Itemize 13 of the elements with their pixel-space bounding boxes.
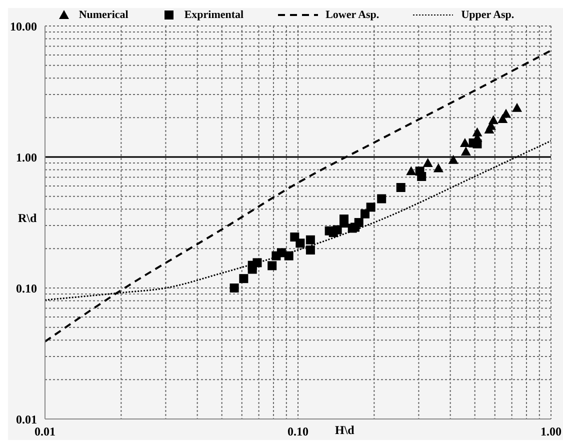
y-tick-label: 1.00 bbox=[16, 150, 37, 164]
x-axis-title: H\d bbox=[335, 423, 354, 438]
legend-label: Numerical bbox=[78, 8, 128, 22]
y-axis-title: R\d bbox=[18, 211, 37, 226]
legend-label: Lower Asp. bbox=[326, 8, 380, 22]
legend-label: Exprimental bbox=[184, 8, 244, 22]
legend-label: Upper Asp. bbox=[461, 8, 514, 22]
x-tick-label: 0.01 bbox=[34, 424, 56, 439]
y-tick-label: 0.01 bbox=[16, 412, 37, 426]
y-tick-label: 10.00 bbox=[10, 19, 37, 34]
y-tick-label: 0.10 bbox=[16, 281, 37, 296]
x-tick-label: 0.10 bbox=[288, 424, 308, 439]
x-tick-label: 1.00 bbox=[540, 424, 562, 439]
